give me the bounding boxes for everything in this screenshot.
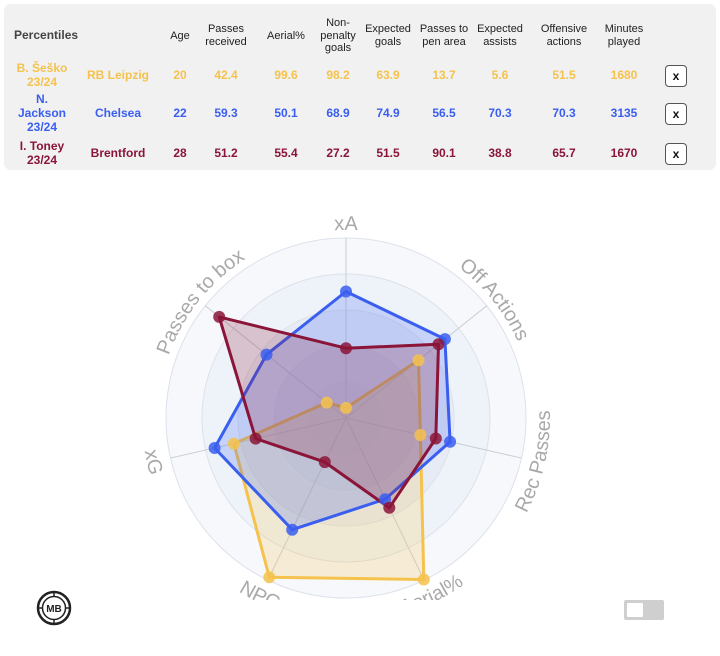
data-point[interactable] (286, 523, 299, 536)
stat-value: 70.3 (488, 106, 512, 121)
data-point[interactable] (412, 354, 425, 367)
table-row: B. Šeško 23/24 RB Leipzig 20 42.4 99.6 98.2 63… (4, 54, 716, 98)
data-point[interactable] (208, 442, 221, 454)
remove-player-button[interactable]: x (665, 143, 687, 165)
axis-label-text: xA (334, 213, 359, 235)
radar-spoke (267, 417, 347, 581)
logo: MB (36, 590, 72, 626)
team-name: Brentford (90, 146, 146, 161)
stat-value: 20 (173, 68, 187, 83)
axis-label-text: xG (140, 448, 167, 477)
player-name: N. Jackson 23/24 (17, 92, 67, 134)
data-point[interactable] (318, 456, 331, 469)
stat-value: 56.5 (432, 106, 456, 121)
table-row: N. Jackson 23/24 Chelsea 22 59.3 50.1 68.9 74.… (4, 92, 716, 136)
stat-value: 13.7 (432, 68, 456, 83)
stat-value: 22 (173, 106, 187, 121)
stat-value: 50.1 (274, 106, 298, 121)
stat-value: 68.9 (326, 106, 350, 121)
view-toggle[interactable] (624, 600, 664, 620)
stat-value: 27.2 (326, 146, 350, 161)
stat-value: 65.7 (552, 146, 576, 161)
stat-value: 90.1 (432, 146, 456, 161)
table-row: I. Toney 23/24 Brentford 28 51.2 55.4 27.2 51.… (4, 132, 716, 176)
header-col: Minutes played (604, 23, 644, 48)
stat-value: 3135 (610, 106, 638, 121)
stat-value: 99.6 (274, 68, 298, 83)
team-name: RB Leipzig (87, 68, 149, 83)
data-point[interactable] (213, 310, 226, 323)
header-col: Aerial% (267, 29, 305, 42)
data-point[interactable] (263, 571, 276, 584)
data-point[interactable] (249, 432, 262, 445)
data-point[interactable] (414, 429, 427, 441)
stat-value: 1670 (610, 146, 638, 161)
stat-value: 63.9 (376, 68, 400, 83)
stat-value: 55.4 (274, 146, 298, 161)
stat-value: 59.3 (214, 106, 238, 121)
axis-label: xG (140, 448, 167, 477)
header-percentiles: Percentiles (14, 28, 79, 43)
remove-player-button[interactable]: x (665, 65, 687, 87)
stat-value: 38.8 (488, 146, 512, 161)
stat-value: 70.3 (552, 106, 576, 121)
header-col: Expected goals (365, 23, 411, 48)
header-col: Passes to pen area (419, 23, 469, 48)
data-point[interactable] (340, 401, 352, 414)
stat-value: 74.9 (376, 106, 400, 121)
logo-text: MB (46, 604, 62, 615)
header-col: Expected assists (477, 23, 523, 48)
player-name: I. Toney 23/24 (19, 139, 65, 167)
stat-value: 1680 (610, 68, 638, 83)
data-point[interactable] (417, 573, 430, 586)
toggle-knob (627, 603, 643, 617)
header-col: Age (170, 29, 190, 42)
data-point[interactable] (320, 396, 333, 409)
data-point[interactable] (383, 501, 396, 514)
stat-value: 51.5 (552, 68, 576, 83)
stat-value: 42.4 (214, 68, 238, 83)
data-point[interactable] (340, 285, 352, 298)
data-point[interactable] (227, 437, 240, 450)
stat-value: 51.5 (376, 146, 400, 161)
stat-value: 98.2 (326, 68, 350, 83)
player-name: B. Šeško 23/24 (16, 61, 68, 89)
data-point[interactable] (340, 342, 352, 355)
data-point[interactable] (429, 432, 442, 445)
data-point[interactable] (432, 338, 445, 351)
series-area (213, 290, 452, 532)
series-area (217, 315, 440, 510)
stat-value: 51.2 (214, 146, 238, 161)
team-name: Chelsea (94, 106, 142, 121)
stat-value: 28 (173, 146, 187, 161)
series-area (232, 358, 426, 581)
header-col: Non-penalty goals (320, 17, 356, 55)
stat-value: 5.6 (491, 68, 509, 83)
data-point[interactable] (260, 348, 273, 361)
header-col: Offensive actions (540, 23, 588, 48)
header-col: Passes received (205, 23, 247, 48)
remove-player-button[interactable]: x (665, 103, 687, 125)
comparison-table: Percentiles Age Passes received Aerial% Non… (4, 4, 716, 170)
logo-badge-icon: MB (36, 590, 72, 626)
axis-label: xA (334, 213, 359, 235)
data-point[interactable] (444, 435, 457, 448)
